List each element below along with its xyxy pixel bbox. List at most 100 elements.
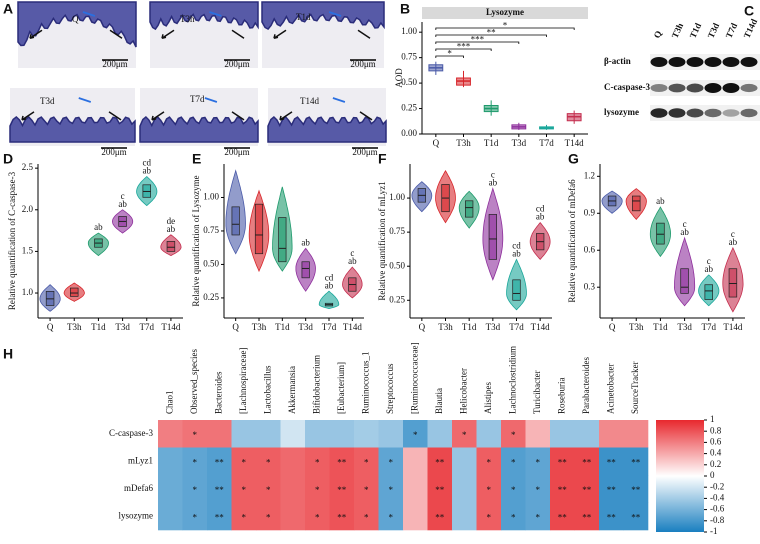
significance-label: * — [487, 457, 492, 467]
y-tick-label: 0.50 — [389, 260, 405, 270]
group-letters: c — [350, 248, 354, 258]
significance-label: ** — [558, 457, 568, 467]
column-label: Roseburia — [556, 378, 566, 415]
image-label: Q — [72, 14, 79, 24]
column-label: SourceTracker — [630, 361, 640, 414]
x-tick-label: T7d — [140, 322, 155, 332]
y-tick-label: 0.25 — [389, 294, 405, 304]
x-tick-label: T14d — [161, 322, 180, 332]
heatmap-cell — [207, 502, 232, 531]
heatmap-cell — [623, 475, 649, 503]
group-letters: ab — [325, 280, 334, 290]
band — [650, 84, 668, 92]
significance-label: * — [536, 512, 541, 522]
group-letters: ab — [680, 227, 689, 237]
significance-label: * — [315, 457, 320, 467]
x-tick-label: Q — [232, 322, 239, 332]
heatmap-cell — [501, 475, 526, 503]
significance-label: ** — [607, 485, 617, 495]
heatmap-cell — [158, 420, 183, 448]
colorbar-tick-label: -0.8 — [710, 515, 725, 525]
panel-label: C — [744, 3, 754, 19]
strip — [422, 7, 588, 19]
significance-bracket — [435, 48, 492, 51]
colorbar-tick-label: 0.4 — [710, 448, 722, 458]
significance-label: * — [511, 512, 516, 522]
significance-bracket — [435, 34, 547, 37]
band — [740, 108, 758, 118]
box — [488, 214, 497, 260]
significance-label: ** — [435, 485, 445, 495]
heatmap-cell — [623, 447, 649, 476]
heatmap-cell — [574, 475, 600, 503]
image-label: T14d — [300, 96, 319, 106]
heatmap-cell — [574, 420, 600, 448]
significance-label: ** — [607, 512, 617, 522]
group-letters: ab — [512, 248, 521, 258]
significance-label: * — [487, 512, 492, 522]
group-letters: ab — [348, 256, 357, 266]
heatmap-cell — [452, 420, 477, 448]
column-label: Observed_species — [189, 349, 199, 414]
arrow — [108, 111, 122, 121]
arrow — [161, 29, 175, 40]
x-tick-label: Q — [419, 322, 426, 332]
heatmap-cell — [550, 420, 575, 448]
heatmap-cell — [231, 420, 257, 448]
x-tick-label: T3h — [252, 322, 267, 332]
villi — [267, 115, 387, 143]
villi — [9, 116, 136, 143]
column-label: Acinetobacter — [605, 364, 615, 414]
band — [686, 108, 704, 118]
colorbar-tick-label: 0.2 — [710, 459, 721, 469]
x-tick-label: T14d — [531, 322, 550, 332]
x-tick-label: T1d — [462, 322, 477, 332]
heatmap-cell — [623, 502, 649, 531]
significance-label: * — [242, 512, 247, 522]
column-label: Bifidobacterium — [311, 355, 321, 414]
heatmap-cell — [182, 502, 208, 531]
scale-bar-label: 200μm — [101, 147, 126, 157]
heatmap-cell — [403, 475, 428, 503]
colorbar-tick-label: -0.2 — [710, 481, 724, 491]
y-tick-label: 2.5 — [22, 162, 34, 172]
y-tick-label: 0.9 — [584, 207, 596, 217]
x-tick-label: T1d — [275, 322, 290, 332]
significance-label: ** — [337, 485, 347, 495]
villi — [261, 1, 385, 31]
heatmap-cell — [280, 447, 306, 476]
arrow — [328, 11, 342, 17]
group-letters: ab — [301, 237, 310, 247]
scale-bar-label: 200μm — [224, 147, 249, 157]
heatmap-cell — [182, 420, 208, 448]
x-tick-label: T1d — [484, 138, 499, 148]
significance-label: * — [511, 430, 516, 440]
x-tick-label: T3h — [456, 138, 471, 148]
significance-label: ** — [558, 485, 568, 495]
significance-label: * — [266, 485, 271, 495]
group-letters: de — [167, 216, 176, 226]
x-tick-label: T14d — [343, 322, 362, 332]
y-tick-label: 0.50 — [203, 258, 219, 268]
arrow — [82, 11, 96, 17]
heatmap-cell — [354, 420, 379, 448]
significance-label: * — [242, 457, 247, 467]
heatmap-cell — [599, 420, 624, 448]
y-tick-label: 1.00 — [203, 192, 219, 202]
x-tick-label: T1d — [653, 322, 668, 332]
arrow — [209, 11, 222, 17]
band — [686, 57, 704, 67]
significance-label: ** — [337, 457, 347, 467]
group-letters: c — [683, 219, 687, 229]
significance-label: ** — [215, 457, 225, 467]
colorbar-tick-label: 0.6 — [710, 436, 722, 446]
heatmap-cell — [501, 502, 526, 531]
significance-label: * — [193, 485, 198, 495]
arrow — [273, 29, 287, 40]
heatmap-cell — [403, 420, 428, 448]
panel-label: E — [192, 151, 201, 167]
row-label: lysozyme — [119, 510, 154, 520]
significance-label: ** — [337, 512, 347, 522]
colorbar-tick-label: 0 — [710, 470, 715, 480]
box — [254, 203, 264, 255]
